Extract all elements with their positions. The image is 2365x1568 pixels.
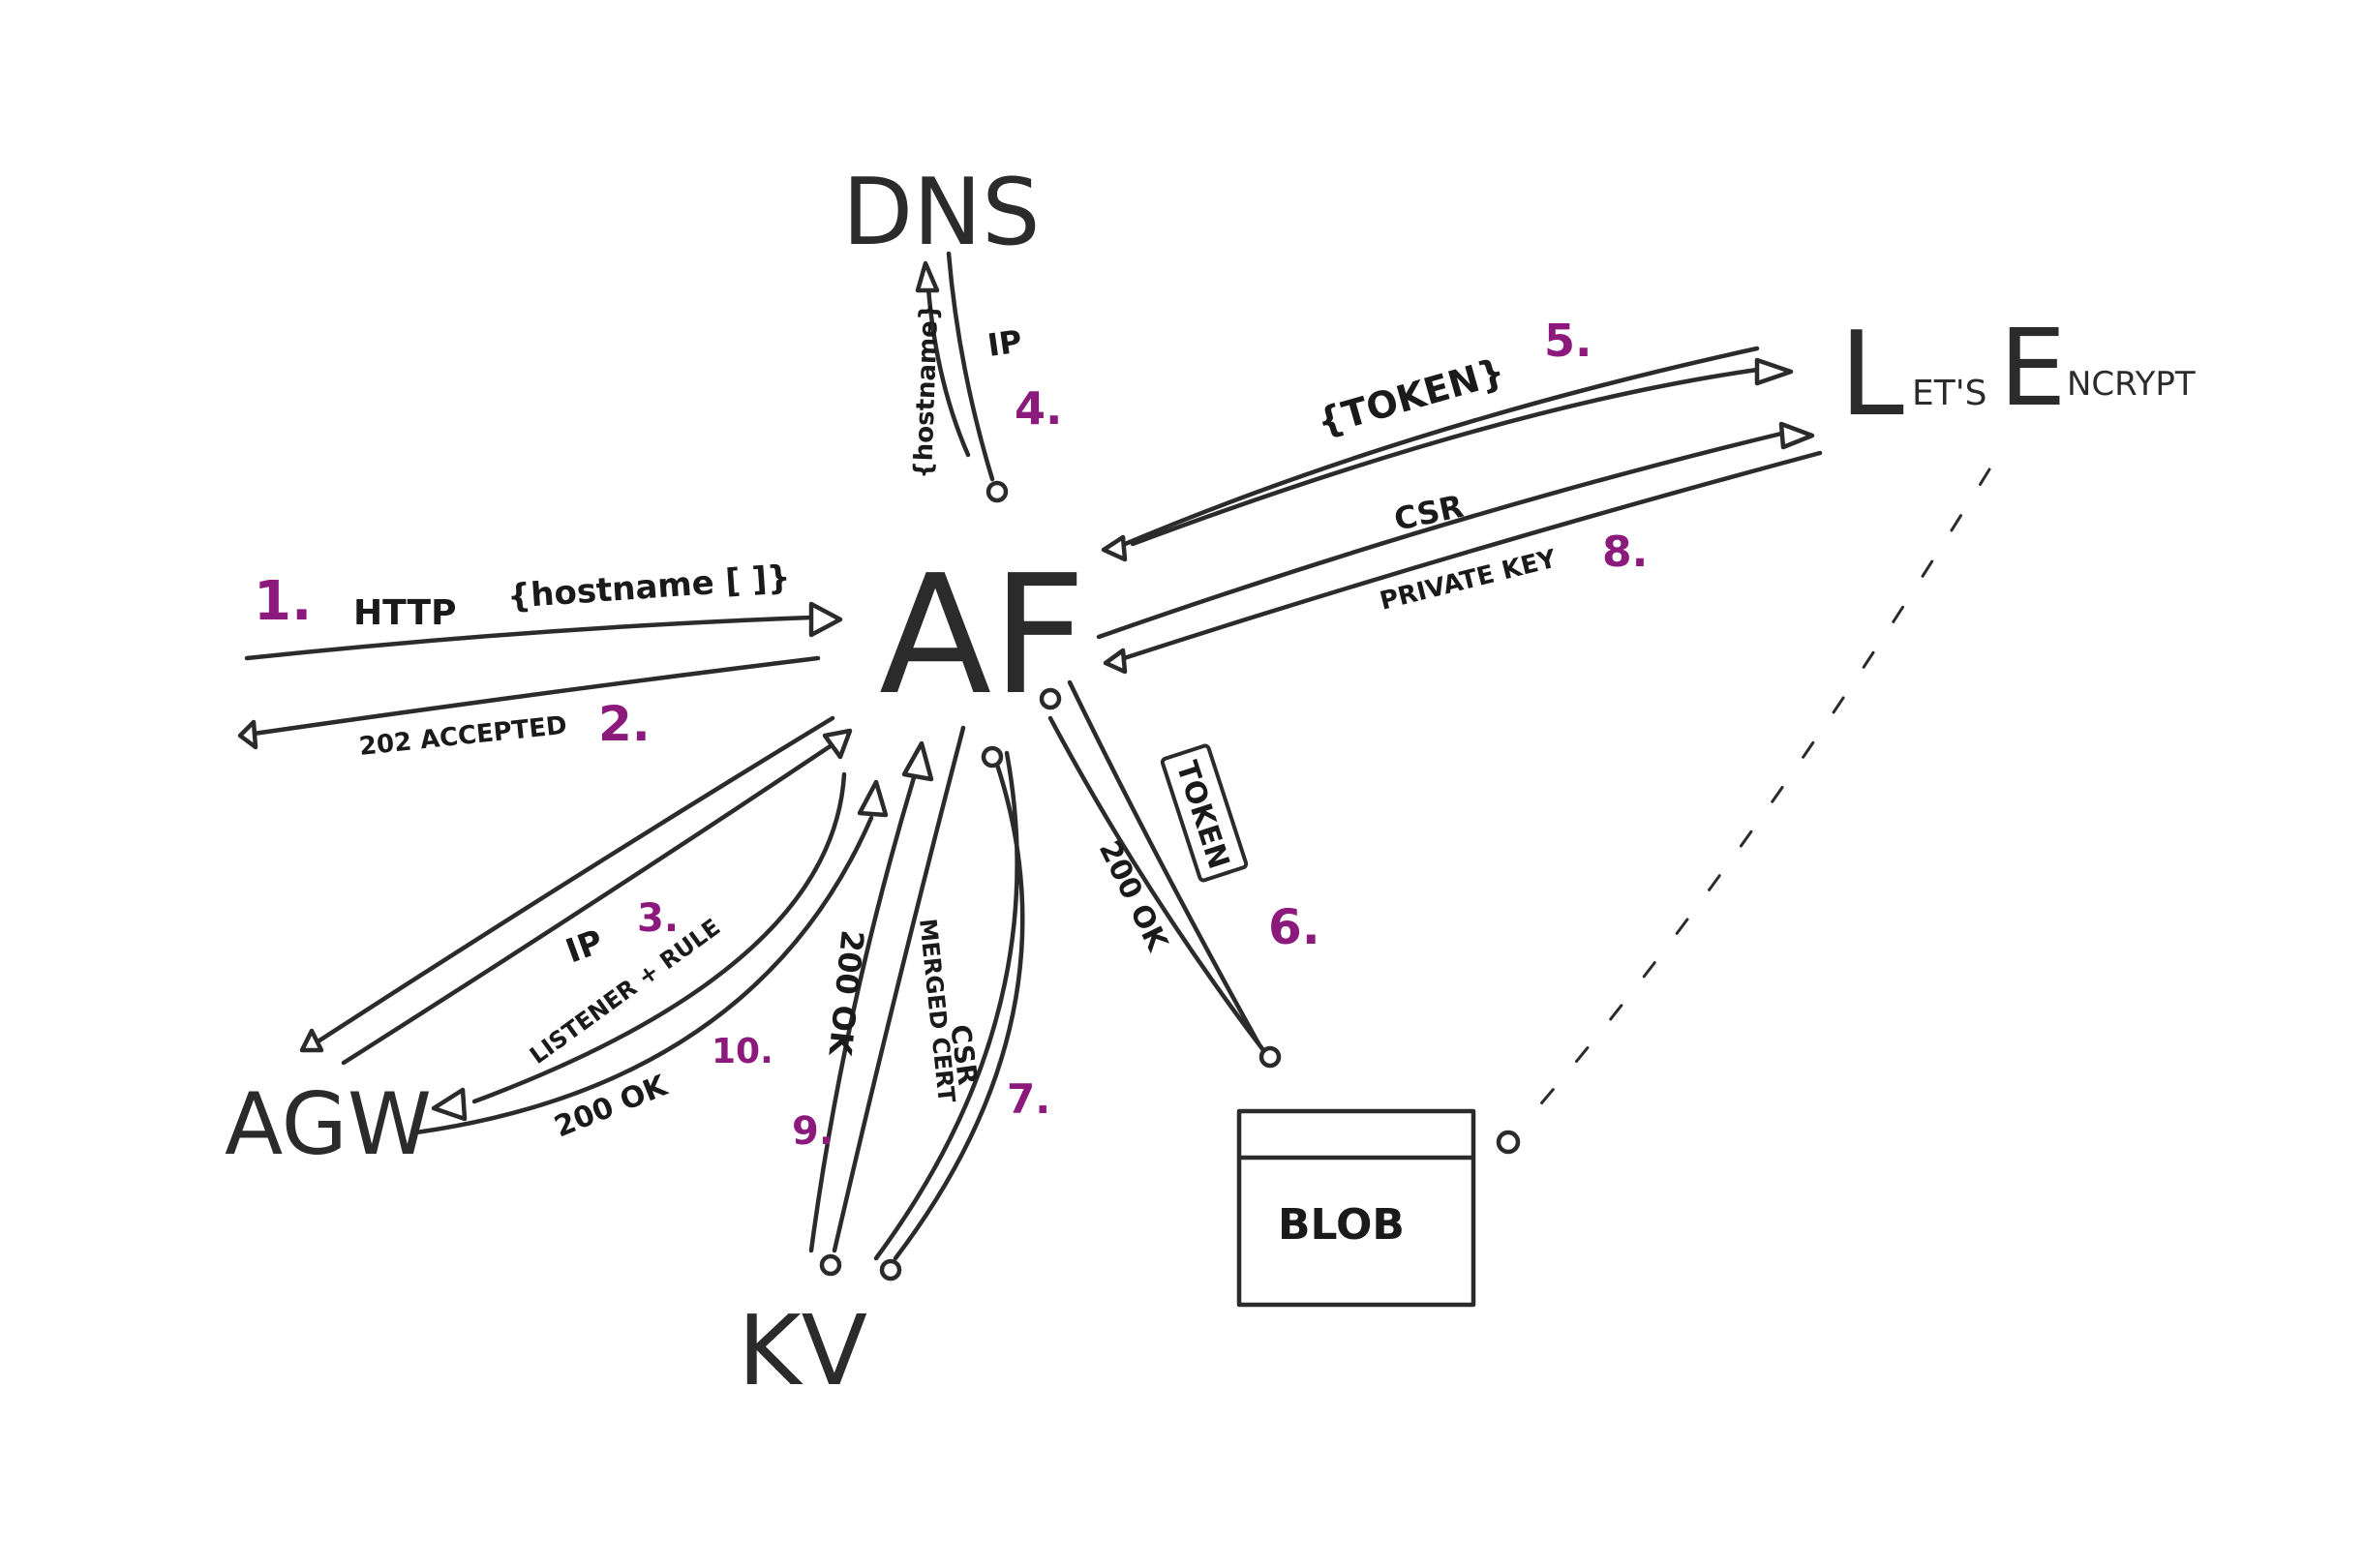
node-dns: DNS	[842, 160, 1041, 266]
endpoint-merged-cert	[819, 1253, 842, 1277]
label-hostname-array: {hostname [ ]}	[506, 558, 792, 617]
arrow-202-accepted	[251, 655, 821, 737]
arrow-agw-ip-request	[317, 715, 835, 1043]
arrowhead-csr-request	[1778, 421, 1815, 450]
node-lets-small: ET'S	[1912, 374, 1986, 413]
node-encrypt-prefix: E	[1999, 306, 2067, 430]
arrow-kv-return	[873, 750, 1019, 1261]
arrow-dns-ip	[946, 251, 995, 482]
arrow-agw-ip-response	[341, 740, 837, 1066]
step-3: 3.	[637, 896, 679, 941]
arrow-agw-ok	[413, 815, 874, 1135]
arrow-listener-rule	[471, 771, 847, 1104]
arrowhead-private-key	[1103, 648, 1128, 675]
step-10: 10.	[712, 1032, 773, 1071]
step-8: 8.	[1602, 528, 1648, 577]
endpoint-dns-ip	[985, 480, 1009, 503]
arrowhead-202-accepted	[237, 719, 258, 750]
arrow-kv-csr	[893, 762, 1025, 1261]
dashed-le-to-blob	[1523, 467, 1991, 1125]
node-kv: KV	[738, 1294, 867, 1407]
arrowhead-token-response	[1101, 534, 1128, 562]
step-2: 2.	[598, 696, 651, 752]
node-af: AF	[879, 540, 1086, 732]
arrowhead-agw-ok	[857, 779, 889, 818]
label-agw-ip: IP	[561, 922, 608, 971]
endpoint-kv-csr	[879, 1258, 902, 1282]
node-lets-prefix: L	[1839, 308, 1904, 442]
endpoint-kv-csr-start	[981, 745, 1004, 769]
arrowhead-kv-ok	[901, 740, 934, 782]
arrowhead-agw-ip-response	[822, 728, 853, 760]
label-private-key: PRIVATE KEY	[1377, 544, 1560, 617]
step-6: 6.	[1268, 899, 1320, 955]
step-4: 4.	[1015, 382, 1062, 435]
node-agw: AGW	[225, 1074, 432, 1174]
arrow-blob-ok	[1047, 715, 1266, 1053]
arrow-token-request	[1130, 367, 1760, 547]
step-9: 9.	[792, 1109, 834, 1154]
step-5: 5.	[1544, 315, 1592, 367]
label-202-accepted: 202 ACCEPTED	[358, 711, 568, 762]
arrowhead-token-request	[1754, 357, 1794, 386]
arrow-kv-ok	[808, 771, 918, 1253]
label-dns-hostname: {hostname}	[909, 302, 944, 479]
label-http: HTTP	[353, 593, 456, 633]
label-csr-le: CSR	[1391, 488, 1467, 538]
arrow-blob-token	[1067, 679, 1261, 1046]
arrow-token-response	[1115, 346, 1760, 550]
blob-box	[1236, 1108, 1476, 1308]
endpoint-blob-ok	[1258, 1045, 1282, 1069]
node-encrypt-small: NCRYPT	[2067, 365, 2196, 404]
node-blob: BLOB	[1278, 1200, 1405, 1250]
label-blob-ok: 200 OK	[1092, 835, 1175, 957]
label-kv-ok: 200 OK	[821, 928, 870, 1058]
arrow-http-request	[244, 615, 814, 661]
arrow-private-key	[1115, 450, 1823, 663]
arrowhead-dns-query	[915, 260, 940, 293]
arrowhead-agw-ip-request	[299, 1028, 324, 1053]
arrowhead-http-request	[808, 601, 843, 638]
arrowhead-listener-rule	[431, 1087, 468, 1122]
arrow-dns-query	[925, 273, 971, 458]
step-7: 7.	[1007, 1075, 1050, 1123]
label-dns-ip: IP	[985, 322, 1024, 364]
step-1: 1.	[254, 570, 312, 633]
endpoint-dashed-blob	[1496, 1130, 1521, 1155]
endpoint-blob-token	[1039, 687, 1062, 710]
arrow-csr-request	[1096, 431, 1784, 640]
arrow-merged-cert	[832, 725, 966, 1253]
token-box: TOKEN	[1160, 743, 1249, 883]
